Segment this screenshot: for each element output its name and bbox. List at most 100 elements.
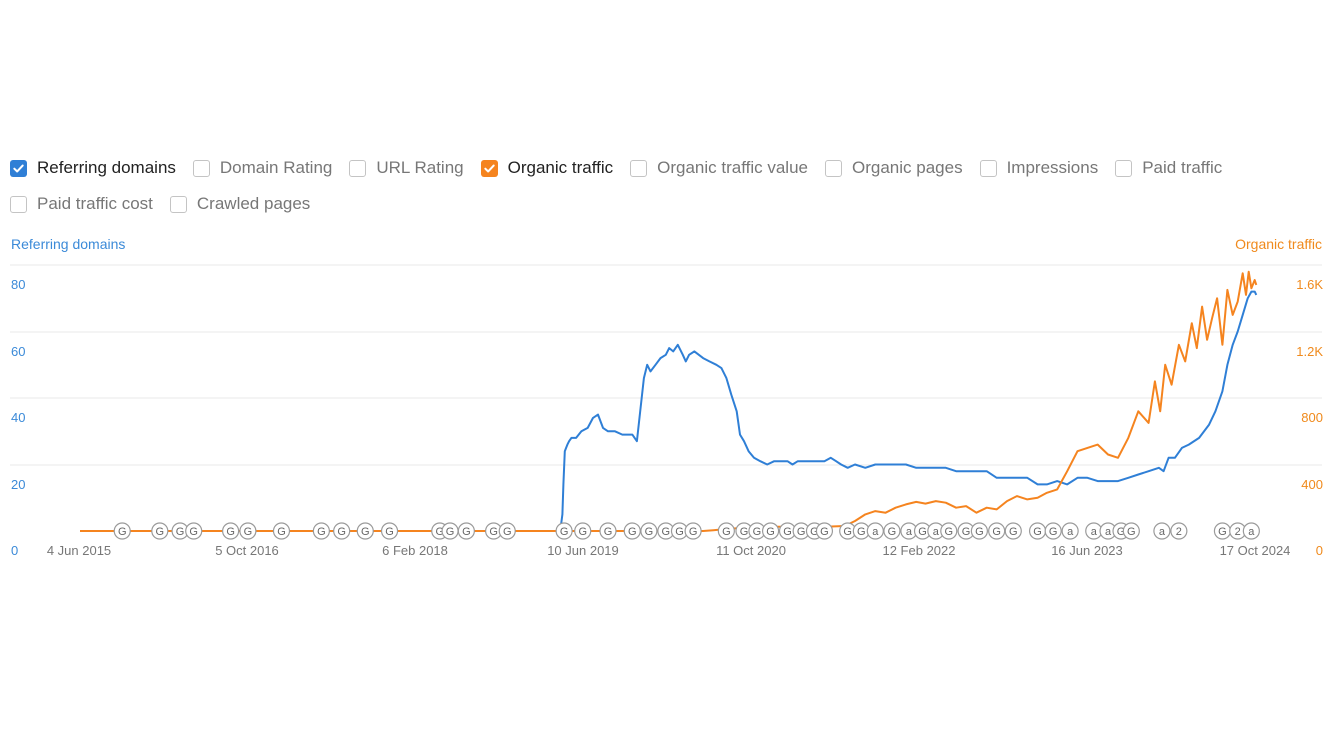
annotation-label: a <box>1091 526 1098 538</box>
annotation-label: G <box>435 526 444 538</box>
annotation-marker[interactable]: G <box>970 522 988 540</box>
annotation-label: a <box>1067 526 1074 538</box>
metric-checkbox-referring-domains[interactable]: Referring domains <box>10 158 176 178</box>
annotation-circle <box>970 522 988 540</box>
annotation-marker[interactable]: G <box>498 522 516 540</box>
annotation-marker[interactable]: G <box>333 522 351 540</box>
metric-label: Organic traffic <box>507 158 614 177</box>
annotation-label: G <box>226 526 235 538</box>
annotation-marker[interactable]: G <box>957 522 975 540</box>
metric-checkbox-url-rating[interactable]: URL Rating <box>349 158 464 178</box>
annotation-marker[interactable]: G <box>1004 522 1022 540</box>
annotation-marker[interactable]: a <box>866 522 884 540</box>
annotation-marker[interactable]: 2 <box>1170 522 1188 540</box>
annotation-label: a <box>1105 526 1112 538</box>
annotation-label: a <box>1248 526 1255 538</box>
annotation-label: G <box>118 526 127 538</box>
annotation-label: G <box>489 526 498 538</box>
annotation-marker[interactable]: G <box>1122 522 1140 540</box>
annotation-label: G <box>1218 526 1227 538</box>
annotation-label: G <box>753 526 762 538</box>
annotation-label: G <box>888 526 897 538</box>
annotation-label: G <box>766 526 775 538</box>
annotation-circle <box>1153 522 1171 540</box>
annotation-label: G <box>503 526 512 538</box>
referring-domains-line <box>557 290 1258 532</box>
organic-traffic-line <box>80 270 1258 532</box>
annotation-marker[interactable]: G <box>171 522 189 540</box>
annotation-label: a <box>906 526 913 538</box>
metric-checkbox-organic-traffic-value[interactable]: Organic traffic value <box>630 158 808 178</box>
annotation-circle <box>599 522 617 540</box>
annotation-label: G <box>628 526 637 538</box>
annotation-circle <box>866 522 884 540</box>
left-axis-tick: 80 <box>11 277 25 292</box>
annotation-marker[interactable]: a <box>1061 522 1079 540</box>
annotation-marker[interactable]: G <box>151 522 169 540</box>
metric-checkbox-organic-traffic[interactable]: Organic traffic <box>480 158 614 178</box>
annotation-marker[interactable]: G <box>1028 522 1047 540</box>
annotation-marker[interactable]: G <box>1044 522 1062 540</box>
annotation-label: a <box>872 526 879 538</box>
annotation-marker[interactable]: G <box>815 522 834 540</box>
annotation-marker[interactable]: a <box>1242 522 1260 540</box>
annotation-marker[interactable]: G <box>684 522 702 540</box>
annotation-label: a <box>1159 526 1166 538</box>
annotation-marker[interactable]: G <box>839 522 857 540</box>
annotation-marker[interactable]: G <box>356 522 374 540</box>
annotation-label: G <box>820 526 829 538</box>
annotation-label: G <box>962 526 971 538</box>
annotation-circle <box>457 522 475 540</box>
annotation-marker[interactable]: G <box>988 522 1006 540</box>
metric-checkbox-impressions[interactable]: Impressions <box>979 158 1098 178</box>
x-axis-tick: 12 Feb 2022 <box>882 543 955 558</box>
metric-checkbox-organic-pages[interactable]: Organic pages <box>825 158 963 178</box>
annotation-circle <box>380 522 399 540</box>
metric-checkbox-paid-traffic[interactable]: Paid traffic <box>1115 158 1222 178</box>
annotation-marker[interactable]: G <box>312 522 330 540</box>
right-axis-tick: 1.2K <box>1296 344 1323 359</box>
annotation-marker[interactable]: a <box>1153 522 1171 540</box>
annotation-marker[interactable]: G <box>380 522 399 540</box>
annotation-marker[interactable]: G <box>940 522 958 540</box>
annotation-marker[interactable]: G <box>555 522 573 540</box>
annotation-marker[interactable]: a <box>1085 522 1103 540</box>
annotation-marker[interactable]: G <box>748 522 766 540</box>
annotation-label: G <box>560 526 569 538</box>
annotation-label: G <box>578 526 587 538</box>
annotation-marker[interactable]: G <box>778 522 797 540</box>
annotation-marker[interactable]: G <box>574 522 592 540</box>
annotation-circle <box>333 522 351 540</box>
annotation-marker[interactable]: G <box>239 522 257 540</box>
annotation-marker[interactable]: G <box>761 522 780 540</box>
annotation-marker[interactable]: G <box>185 522 203 540</box>
annotation-marker[interactable]: a <box>1099 522 1117 540</box>
metric-checkbox-domain-rating[interactable]: Domain Rating <box>192 158 332 178</box>
annotation-circle <box>1122 522 1140 540</box>
annotation-marker[interactable]: G <box>113 522 131 540</box>
metric-label: URL Rating <box>376 158 464 177</box>
annotation-marker[interactable]: G <box>599 522 617 540</box>
annotation-marker[interactable]: G <box>623 522 641 540</box>
annotation-circle <box>555 522 573 540</box>
annotation-label: G <box>918 526 927 538</box>
annotation-marker[interactable]: G <box>640 522 658 540</box>
metric-checkbox-paid-traffic-cost[interactable]: Paid traffic cost <box>10 194 153 214</box>
annotation-circle <box>815 522 834 540</box>
annotation-marker[interactable]: G <box>222 522 240 540</box>
annotation-marker[interactable]: G <box>1213 522 1232 540</box>
annotation-marker[interactable]: G <box>457 522 475 540</box>
annotation-marker[interactable]: G <box>441 522 459 540</box>
metric-label: Crawled pages <box>196 194 311 213</box>
annotation-marker[interactable]: G <box>883 522 901 540</box>
x-axis-tick: 5 Oct 2016 <box>215 543 279 558</box>
checkbox-icon <box>979 159 997 177</box>
annotation-marker[interactable]: G <box>717 522 735 540</box>
annotation-marker[interactable]: G <box>485 522 503 540</box>
annotation-marker[interactable]: G <box>272 522 291 540</box>
metric-label: Organic pages <box>852 158 963 177</box>
annotation-label: G <box>244 526 253 538</box>
annotation-label: G <box>740 526 749 538</box>
metric-checkbox-crawled-pages[interactable]: Crawled pages <box>169 194 311 214</box>
